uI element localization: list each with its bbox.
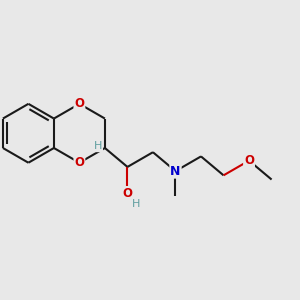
- Text: O: O: [122, 187, 132, 200]
- Text: O: O: [74, 156, 84, 169]
- Text: O: O: [244, 154, 254, 167]
- Text: H: H: [132, 199, 140, 209]
- Text: O: O: [74, 97, 84, 110]
- Text: H: H: [94, 141, 102, 151]
- Text: N: N: [170, 165, 181, 178]
